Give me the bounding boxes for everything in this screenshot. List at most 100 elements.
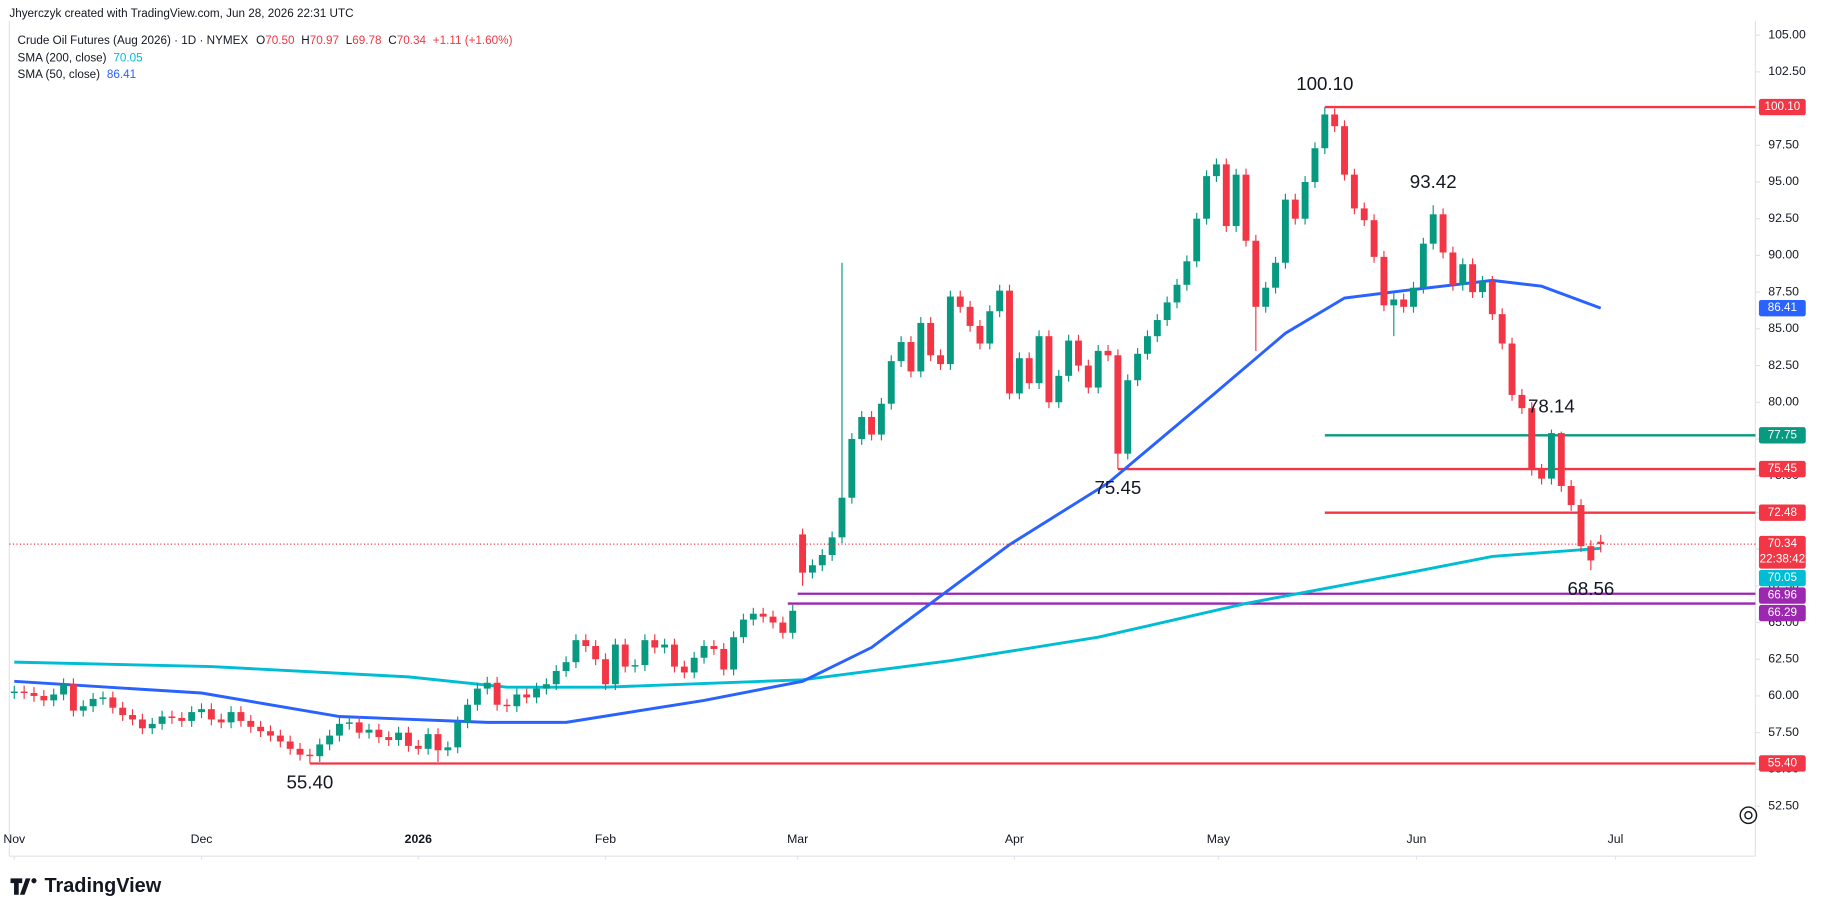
candle-body: [1459, 264, 1467, 285]
y-tick-label: 60.00: [1768, 688, 1799, 702]
candle-body: [680, 666, 688, 673]
candle: [119, 701, 127, 721]
candle: [582, 634, 590, 652]
candle: [1311, 142, 1319, 188]
candle: [1567, 480, 1575, 511]
candle-body: [1262, 287, 1270, 307]
candle-body: [611, 644, 619, 685]
candle: [651, 634, 659, 654]
candle: [1459, 258, 1467, 291]
candle-body: [1114, 355, 1122, 454]
candle-body: [40, 695, 48, 701]
candle-body: [592, 646, 600, 660]
candle-body: [1144, 336, 1151, 354]
tag-label: 100.10: [1764, 100, 1800, 113]
candle: [1360, 202, 1368, 227]
candle-body: [158, 716, 166, 724]
candle-body: [1252, 240, 1260, 307]
candle: [1498, 308, 1506, 350]
ohlc-value: 70.50: [265, 34, 295, 47]
candle: [946, 290, 954, 370]
candle-body: [1488, 281, 1496, 315]
candle: [1281, 193, 1289, 269]
candle: [148, 717, 156, 735]
candle: [10, 685, 18, 699]
x-tick-label: Jun: [1407, 832, 1427, 846]
candle-body: [700, 646, 708, 658]
sma-line: [14, 278, 1602, 724]
candle-body: [769, 616, 777, 623]
candle-body: [1449, 252, 1457, 285]
candle: [897, 336, 905, 368]
candle: [779, 616, 787, 639]
candle-body: [690, 657, 698, 673]
candle: [1262, 281, 1270, 313]
candle: [1242, 168, 1250, 247]
candle: [326, 729, 334, 751]
candle: [631, 659, 639, 673]
candle: [858, 411, 866, 445]
tag-bg: [1758, 604, 1806, 622]
candle: [1104, 344, 1112, 362]
candle: [907, 336, 915, 378]
candle-body: [946, 296, 954, 365]
icon-ring[interactable]: [1739, 806, 1758, 825]
candle-body: [168, 716, 176, 718]
candle-body: [1429, 214, 1437, 244]
candle-body: [237, 712, 245, 721]
candle: [533, 682, 540, 704]
candle-body: [1232, 174, 1240, 227]
candle-body: [907, 342, 915, 372]
candle-body: [464, 704, 472, 723]
legend-symbol-row: Crude Oil Futures (Aug 2026) · 1D · NYME…: [18, 34, 513, 47]
candle-body: [671, 644, 678, 667]
tag-label: 75.45: [1768, 462, 1798, 475]
candle-body: [1055, 375, 1063, 403]
candle: [207, 703, 215, 726]
candle-body: [1006, 290, 1013, 394]
candle-body: [631, 665, 639, 667]
level-tag: 75.45: [1758, 460, 1806, 478]
candle-body: [247, 720, 255, 727]
candle: [1183, 255, 1191, 291]
candle: [50, 688, 58, 707]
sma-name: SMA (200, close): [18, 52, 107, 65]
candle: [976, 320, 984, 350]
candle-body: [267, 731, 274, 736]
candle: [355, 716, 363, 739]
y-tick-label: 90.00: [1768, 248, 1799, 262]
candle: [986, 305, 994, 350]
candle-body: [404, 732, 412, 746]
icon-core[interactable]: [1744, 811, 1753, 820]
y-tick-label: 95.00: [1768, 174, 1799, 188]
candle-body: [927, 322, 935, 356]
candle: [375, 723, 383, 743]
candle: [188, 706, 196, 727]
candle-body: [730, 637, 738, 670]
candle-body: [740, 619, 747, 638]
price-annotation: 78.14: [1528, 395, 1575, 416]
candle-body: [1528, 408, 1536, 470]
settings-icon[interactable]: [1739, 806, 1758, 825]
candle-body: [1518, 394, 1526, 409]
candle-body: [1577, 505, 1585, 547]
candle: [227, 706, 235, 729]
y-tick-label: 85.00: [1768, 321, 1799, 335]
candle: [848, 433, 856, 504]
candle: [1015, 352, 1023, 400]
candle-body: [1479, 281, 1486, 293]
candle-body: [956, 296, 964, 307]
candle-body: [877, 403, 885, 435]
candle: [1035, 330, 1043, 390]
candle-body: [542, 684, 550, 689]
candle-body: [1134, 353, 1142, 381]
candle-body: [99, 697, 107, 699]
candle: [1222, 158, 1230, 232]
price-annotation: 55.40: [286, 771, 333, 792]
level-tag: 66.96: [1758, 587, 1806, 604]
candle: [69, 678, 77, 717]
candle-body: [1380, 256, 1388, 306]
candle-body: [533, 688, 540, 698]
level-tag: 77.75: [1758, 427, 1806, 444]
candle: [483, 676, 491, 695]
